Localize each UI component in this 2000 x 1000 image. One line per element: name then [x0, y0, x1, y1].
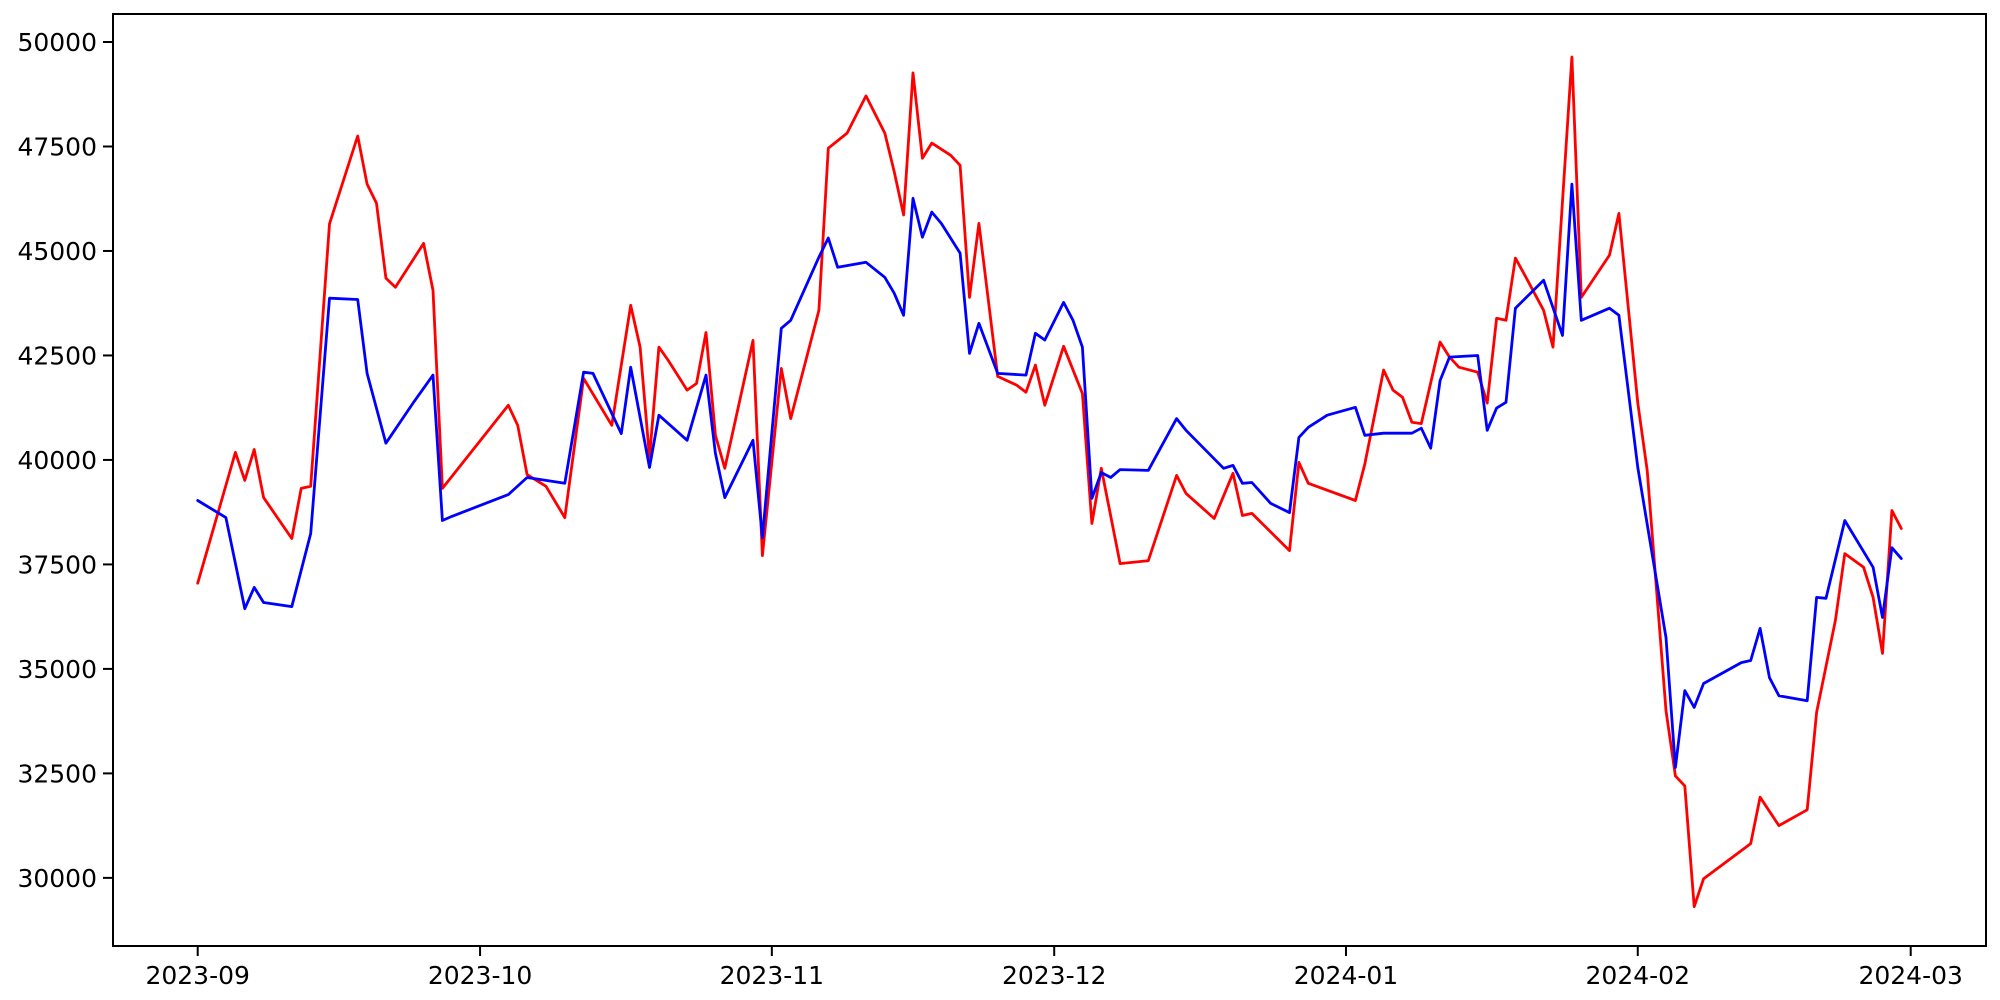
y-tick-label: 47500	[17, 132, 97, 161]
y-tick-label: 35000	[17, 655, 97, 684]
x-tick-label: 2024-02	[1586, 961, 1690, 990]
y-tick-label: 37500	[17, 550, 97, 579]
y-tick-label: 42500	[17, 341, 97, 370]
y-tick-label: 45000	[17, 237, 97, 266]
y-tick-label: 30000	[17, 864, 97, 893]
y-tick-label: 50000	[17, 28, 97, 57]
x-tick-label: 2023-12	[1002, 961, 1106, 990]
x-tick-label: 2023-09	[145, 961, 249, 990]
y-tick-label: 40000	[17, 446, 97, 475]
plot-border	[112, 13, 1987, 947]
x-tick-label: 2024-01	[1294, 961, 1398, 990]
y-tick-label: 32500	[17, 759, 97, 788]
x-tick-label: 2023-11	[720, 961, 824, 990]
x-tick-label: 2023-10	[428, 961, 532, 990]
x-tick-label: 2024-03	[1858, 961, 1962, 990]
red-series-line	[196, 55, 1903, 909]
blue-series-line	[196, 182, 1903, 769]
